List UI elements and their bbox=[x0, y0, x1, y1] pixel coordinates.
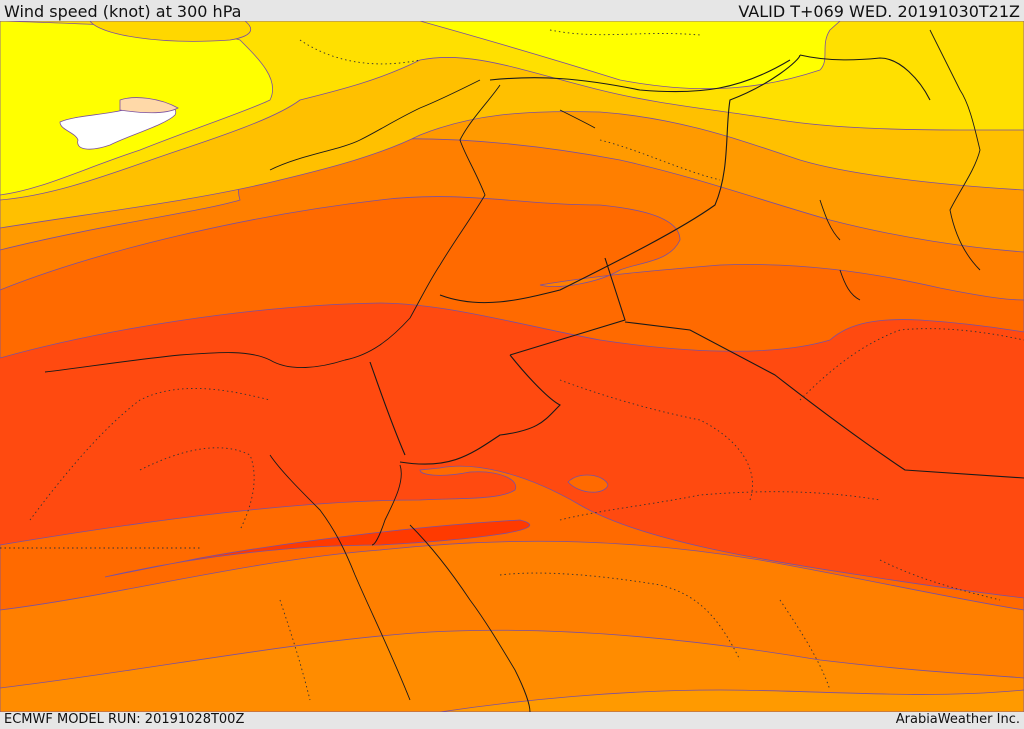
model-run-label: ECMWF MODEL RUN: 20191028T00Z bbox=[4, 712, 245, 727]
credit-label: ArabiaWeather Inc. bbox=[895, 712, 1020, 727]
coastlines bbox=[44, 29, 981, 712]
admin-boundaries bbox=[0, 29, 1024, 701]
jet-streak bbox=[104, 519, 530, 578]
valid-time-label: VALID T+069 WED. 20191030T21Z bbox=[738, 2, 1020, 21]
header-bar: Wind speed (knot) at 300 hPa VALID T+069… bbox=[0, 0, 1024, 21]
map-canvas bbox=[0, 21, 1024, 712]
south-band-4 bbox=[439, 689, 1024, 712]
calm-cell-peach bbox=[119, 97, 179, 114]
north-band-8 bbox=[89, 21, 252, 42]
small-cell-east bbox=[567, 474, 609, 493]
calm-cell-white bbox=[59, 103, 177, 150]
north-band-7 bbox=[419, 21, 841, 90]
map-title: Wind speed (knot) at 300 hPa bbox=[4, 2, 242, 21]
wind-speed-map bbox=[0, 21, 1024, 712]
country-borders bbox=[369, 54, 1024, 479]
footer-bar: ECMWF MODEL RUN: 20191028T00Z ArabiaWeat… bbox=[0, 712, 1024, 729]
